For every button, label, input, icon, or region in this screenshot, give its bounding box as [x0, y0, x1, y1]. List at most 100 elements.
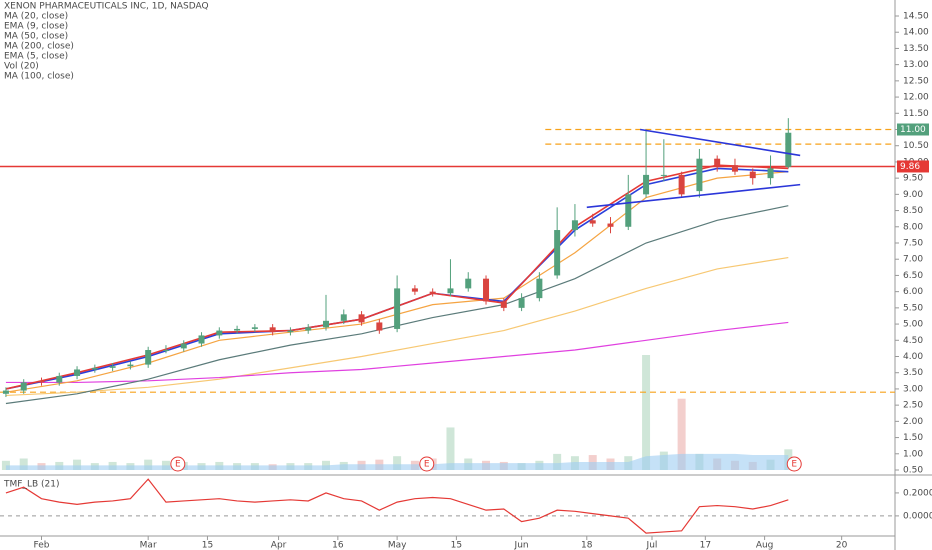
candle-body — [571, 220, 578, 231]
earnings-marker — [419, 456, 435, 472]
candle-body — [483, 278, 490, 302]
legend-entry: EMA (5, close) — [4, 52, 68, 62]
candle-body — [269, 327, 276, 333]
candle-body — [589, 220, 596, 224]
candle-body — [198, 335, 205, 344]
y-tick-label: 11.50 — [903, 109, 929, 119]
volume-bar — [19, 458, 28, 470]
x-tick-label: May — [388, 541, 407, 550]
x-tick-label: Mar — [140, 541, 157, 550]
legend-entry: MA (20, close) — [4, 12, 68, 22]
y-tick-label: 5.50 — [903, 303, 923, 313]
candle-body — [749, 171, 756, 179]
y-tick-label: 9.50 — [903, 174, 923, 184]
y-tick-label: 14.50 — [903, 12, 929, 22]
y-tick-label: 0.50 — [903, 466, 923, 476]
y-tick-label: 6.00 — [903, 287, 923, 297]
y-tick-label: 8.50 — [903, 206, 923, 216]
candle-body — [287, 330, 294, 333]
candle-body — [785, 132, 792, 167]
legend-entry: MA (100, close) — [4, 72, 74, 82]
tmf-tick-label: 0.0000 — [903, 511, 932, 521]
candle-body — [500, 301, 507, 308]
x-tick-label: 18 — [581, 541, 593, 550]
candle-body — [305, 327, 312, 331]
candle-body — [554, 230, 561, 276]
candle-body — [145, 350, 152, 365]
price-label: 11.00 — [900, 125, 926, 135]
candle-body — [180, 343, 187, 349]
candle-body — [20, 382, 27, 391]
y-tick-label: 6.50 — [903, 271, 923, 281]
volume-bar — [446, 427, 455, 470]
candle-body — [127, 364, 134, 367]
y-tick-label: 7.50 — [903, 239, 923, 249]
candle-body — [322, 320, 329, 328]
earnings-marker — [786, 456, 802, 472]
x-tick-label: Feb — [34, 541, 50, 550]
candle-body — [536, 278, 543, 299]
y-tick-label: 9.00 — [903, 190, 923, 200]
candle-body — [74, 369, 81, 376]
x-tick-label: 17 — [700, 541, 711, 550]
tmf-line — [5, 478, 789, 534]
volume-bar — [553, 453, 562, 470]
x-tick-label: Aug — [756, 541, 774, 550]
y-tick-label: 12.50 — [903, 76, 929, 86]
y-tick-label: 4.00 — [903, 352, 923, 362]
x-tick-label: 16 — [332, 541, 344, 550]
candle-body — [714, 158, 721, 166]
y-tick-label: 2.50 — [903, 401, 923, 411]
candle-body — [340, 314, 347, 321]
y-tick-label: 10.50 — [903, 141, 929, 151]
candle-body — [465, 278, 472, 289]
tmf-tick-label: 0.2000 — [903, 488, 932, 498]
candle-body — [394, 288, 401, 329]
y-tick-label: 14.00 — [903, 28, 929, 38]
x-tick-label: Apr — [271, 541, 287, 550]
y-tick-label: 2.00 — [903, 417, 923, 427]
price-label-box — [897, 160, 929, 173]
x-tick-label: 20 — [836, 541, 848, 550]
candle-body — [358, 314, 365, 323]
y-tick-label: 13.50 — [903, 44, 929, 54]
earnings-label: E — [175, 460, 181, 470]
y-tick-label: 12.00 — [903, 93, 929, 103]
candle-body — [38, 380, 45, 383]
volume-bar — [393, 456, 402, 470]
x-tick-label: Jul — [646, 541, 658, 550]
candle-body — [607, 223, 614, 227]
y-tick-label: 3.00 — [903, 384, 923, 394]
candle-body — [625, 194, 632, 227]
volume-bar — [1, 460, 10, 470]
y-tick-label: 1.50 — [903, 433, 923, 443]
candle-body — [731, 165, 738, 172]
candle-body — [447, 288, 454, 294]
candle-body — [91, 367, 98, 370]
candle-body — [678, 174, 685, 195]
earnings-label: E — [791, 460, 797, 470]
volume-bar — [73, 459, 82, 470]
x-tick-label: 15 — [451, 541, 462, 550]
price-label: 9.86 — [900, 162, 920, 172]
candle-body — [411, 288, 418, 292]
candle-body — [767, 168, 774, 179]
volume-bar — [642, 355, 651, 470]
y-tick-label: 13.00 — [903, 60, 929, 70]
candle-body — [162, 350, 169, 352]
y-tick-label: 7.00 — [903, 255, 923, 265]
legend-entry: EMA (9, close) — [4, 22, 68, 32]
legend-entry: MA (50, close) — [4, 32, 68, 42]
candle-body — [660, 174, 667, 176]
y-tick-label: 1.00 — [903, 449, 923, 459]
candle-body — [2, 390, 9, 394]
y-tick-label: 4.50 — [903, 336, 923, 346]
candle-body — [56, 375, 63, 383]
chart-title: XENON PHARMACEUTICALS INC, 1D, NASDAQ — [4, 2, 209, 12]
moving-average-line — [5, 257, 789, 397]
candle-body — [643, 174, 650, 195]
earnings-label: E — [424, 460, 430, 470]
candle-body — [429, 291, 436, 294]
x-tick-label: Jun — [514, 541, 529, 550]
